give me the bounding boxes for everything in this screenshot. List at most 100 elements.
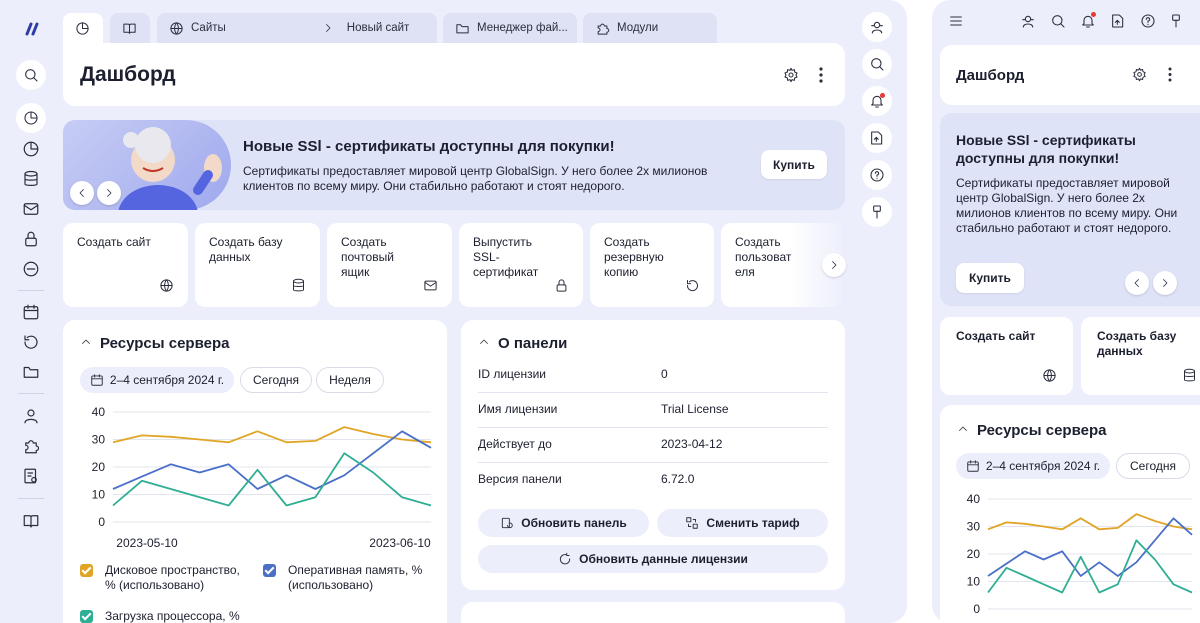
tab-label: Сайты — [191, 22, 226, 34]
calendar-icon[interactable] — [22, 303, 40, 321]
notifications-button[interactable] — [862, 86, 892, 116]
puzzle-icon[interactable] — [22, 437, 40, 455]
database-icon[interactable] — [22, 170, 40, 188]
support-button[interactable] — [862, 12, 892, 42]
chevron-up-icon[interactable] — [80, 336, 92, 348]
book-icon — [122, 21, 137, 36]
quick-actions-next-button[interactable] — [822, 253, 846, 277]
banner-next-button[interactable] — [97, 181, 121, 205]
bell-icon[interactable] — [1080, 13, 1096, 29]
chevron-up-icon[interactable] — [478, 336, 490, 348]
quick-action-label: Создать базу данных — [209, 235, 283, 264]
checkbox-checked[interactable] — [80, 610, 93, 623]
tab-dashboard[interactable] — [63, 13, 103, 43]
legend-label: Загрузка процессора, % — [105, 609, 240, 623]
file-upload-icon[interactable] — [1110, 13, 1126, 29]
chevron-up-icon[interactable] — [957, 423, 969, 435]
section-title: О панели — [498, 335, 568, 352]
divider — [18, 498, 44, 499]
quick-action-create-db[interactable]: Создать базу данных — [195, 223, 320, 307]
stats-icon[interactable] — [22, 140, 40, 158]
quick-action-create-mailbox[interactable]: Создать почтовый ящик — [327, 223, 452, 307]
search-button[interactable] — [16, 60, 46, 90]
menu-icon[interactable] — [948, 13, 964, 29]
restore-icon — [685, 278, 700, 293]
legend-item-cpu[interactable]: Загрузка процессора, % — [80, 609, 280, 623]
quick-action-create-site[interactable]: Создать сайт — [63, 223, 188, 307]
banner-prev-button[interactable] — [70, 181, 94, 205]
checkbox-checked[interactable] — [263, 564, 276, 577]
more-icon[interactable] — [819, 67, 823, 83]
mail-icon[interactable] — [22, 200, 40, 218]
help-button[interactable] — [862, 160, 892, 190]
search-button[interactable] — [862, 49, 892, 79]
left-sidebar — [0, 0, 62, 623]
x-tick-label: 2023-06-10 — [369, 536, 431, 550]
mobile-view: Дашборд Новые SSl - сертификаты доступны… — [932, 0, 1200, 623]
gear-icon[interactable] — [1132, 67, 1147, 82]
tab-modules[interactable]: Модули — [583, 13, 717, 43]
user-icon[interactable] — [22, 407, 40, 425]
sidebar-item-dashboard[interactable] — [16, 103, 46, 133]
tools-button[interactable] — [862, 197, 892, 227]
tab-file-manager[interactable]: Менеджер фай... — [443, 13, 577, 43]
info-row-valid-until: Действует до 2023-04-12 — [478, 428, 828, 463]
notification-dot — [1091, 12, 1096, 17]
banner-text: Сертификаты предоставляет мировой центр … — [243, 164, 708, 193]
chevron-right-icon — [1159, 277, 1171, 289]
week-button[interactable]: Неделя — [316, 367, 384, 393]
dns-icon[interactable] — [22, 260, 40, 278]
book-icon[interactable] — [22, 512, 40, 530]
logo-icon — [24, 22, 40, 36]
more-icon[interactable] — [1168, 67, 1172, 82]
folder-icon[interactable] — [22, 363, 40, 381]
database-icon — [1182, 368, 1197, 383]
info-row-panel-version: Версия панели 6.72.0 — [478, 463, 828, 498]
tab-sites[interactable]: Сайты Новый сайт — [157, 13, 437, 43]
banner-prev-button[interactable] — [1125, 271, 1149, 295]
chevron-right-icon — [828, 259, 840, 271]
legend-item-ram[interactable]: Оперативная память, % (использовано) — [263, 563, 433, 593]
today-button[interactable]: Сегодня — [240, 367, 312, 393]
quick-action-create-user[interactable]: Создать пользоват еля — [721, 223, 845, 307]
buy-button[interactable]: Купить — [761, 150, 827, 179]
date-range-picker[interactable]: 2–4 сентября 2024 г. — [956, 453, 1110, 479]
search-icon[interactable] — [1050, 13, 1066, 29]
agent-icon[interactable] — [1020, 13, 1036, 29]
notification-dot — [880, 93, 885, 98]
brush-icon[interactable] — [1168, 13, 1184, 29]
backup-icon[interactable] — [22, 333, 40, 351]
quick-action-create-db[interactable]: Создать базу данных — [1081, 317, 1200, 395]
legend-label: Оперативная память, % (использовано) — [288, 563, 423, 592]
buy-button[interactable]: Купить — [956, 263, 1024, 293]
globe-icon — [1042, 368, 1057, 383]
quick-action-create-site[interactable]: Создать сайт — [940, 317, 1073, 395]
bell-icon — [869, 93, 885, 109]
quick-action-issue-ssl[interactable]: Выпустить SSL-сертификат — [459, 223, 583, 307]
today-button[interactable]: Сегодня — [1116, 453, 1190, 479]
desktop-view: Сайты Новый сайт Менеджер фай... Модули … — [0, 0, 907, 623]
banner-next-button[interactable] — [1153, 271, 1177, 295]
checkbox-checked[interactable] — [80, 564, 93, 577]
date-range-picker[interactable]: 2–4 сентября 2024 г. — [80, 367, 234, 393]
tab-docs[interactable] — [110, 13, 150, 43]
page-title: Дашборд — [80, 63, 176, 86]
gear-icon[interactable] — [783, 67, 799, 83]
help-icon[interactable] — [1140, 13, 1156, 29]
info-key: Версия панели — [478, 472, 562, 486]
banner-text: Сертификаты предоставляет мировой центр … — [956, 176, 1178, 235]
series-line — [112, 430, 432, 490]
banner-title: Новые SSl - сертификаты доступны для пок… — [243, 138, 615, 155]
update-panel-button[interactable]: Обновить панель — [478, 509, 649, 537]
legend-item-disk[interactable]: Дисковое пространство, % (использовано) — [80, 563, 250, 593]
lock-icon[interactable] — [22, 230, 40, 248]
update-license-button[interactable]: Обновить данные лицензии — [478, 545, 828, 573]
button-label: Сменить тариф — [706, 516, 800, 530]
divider — [18, 290, 44, 291]
tab-label: Модули — [617, 22, 659, 34]
change-plan-button[interactable]: Сменить тариф — [657, 509, 828, 537]
certificate-icon[interactable] — [22, 467, 40, 485]
agent-icon — [869, 19, 885, 35]
tasks-button[interactable] — [862, 123, 892, 153]
quick-action-create-backup[interactable]: Создать резервную копию — [590, 223, 714, 307]
